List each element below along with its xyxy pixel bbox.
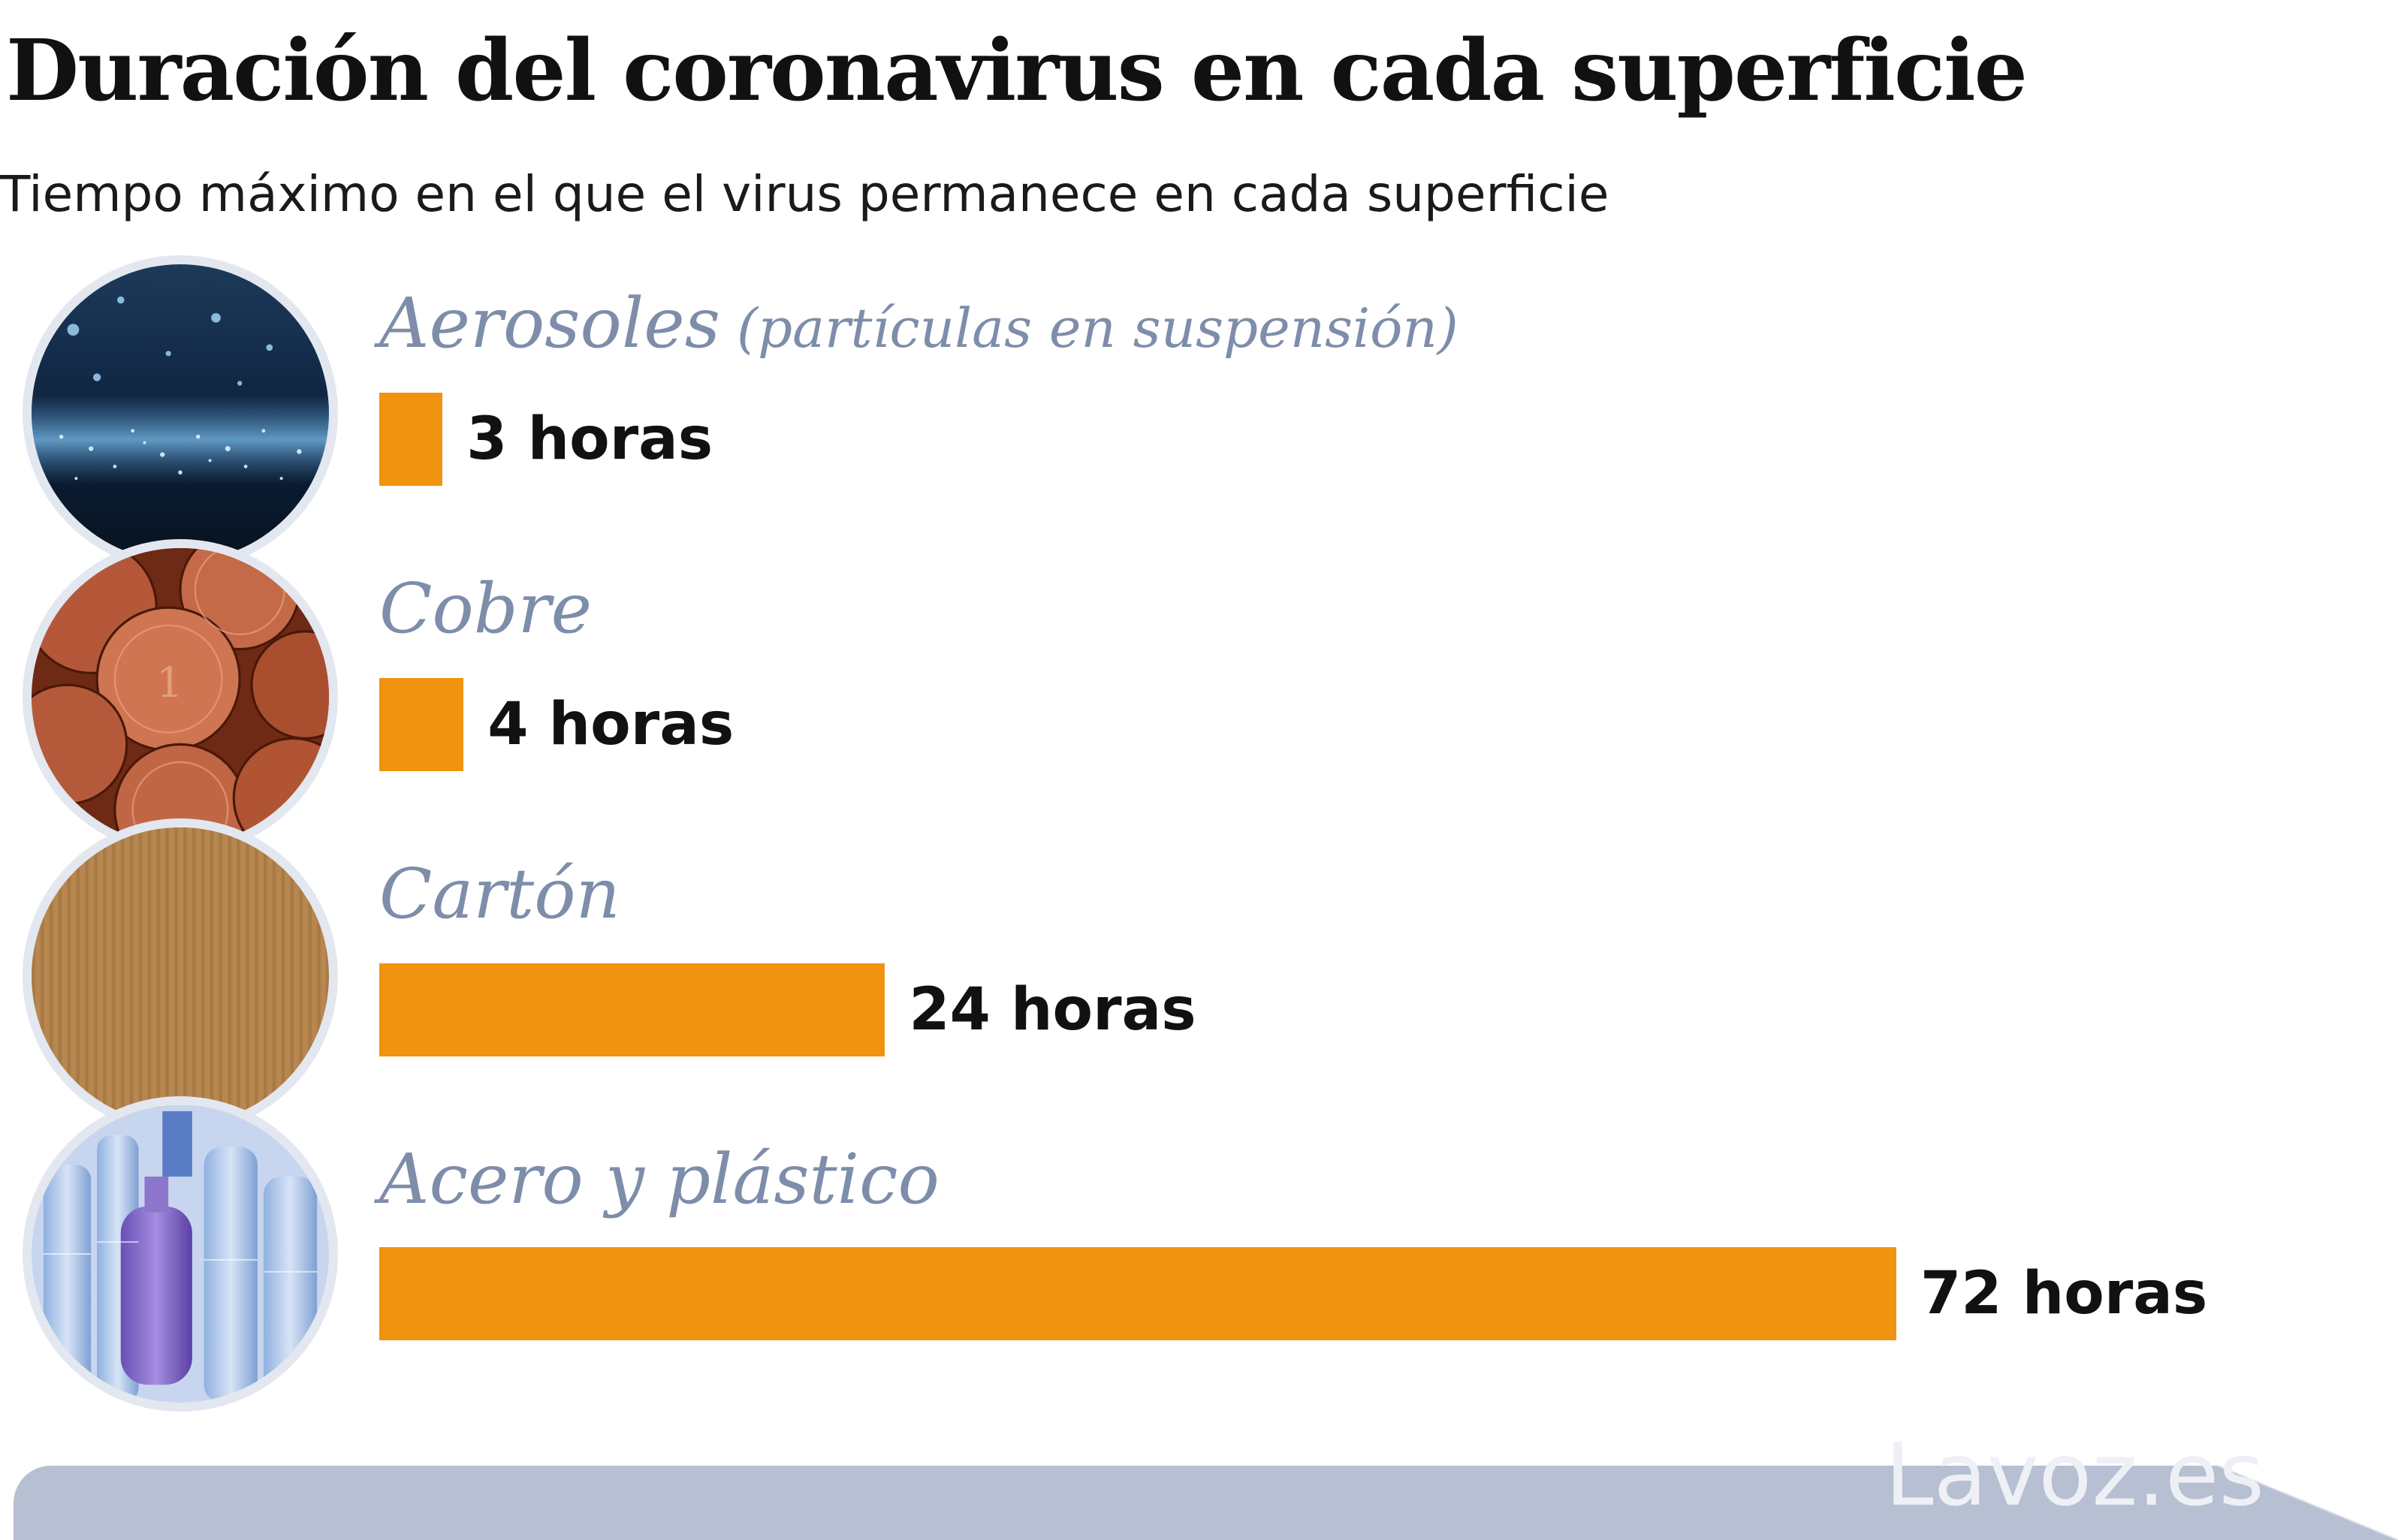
chart-subtitle: Tiempo máximo en el que el virus permane… <box>0 165 1609 223</box>
plastic-bottles-image <box>23 1096 338 1412</box>
value-label-aerosoles: 3 horas <box>466 405 713 473</box>
value-label-cobre: 4 horas <box>487 691 734 758</box>
category-label-cobre: Cobre <box>379 568 592 650</box>
footer-band <box>14 1466 2398 1540</box>
category-note: (partículas en suspensión) <box>736 297 1458 360</box>
category-name: Cobre <box>379 568 593 649</box>
copper-coins-image: 1 <box>23 539 338 854</box>
bar-cobre <box>379 678 464 771</box>
svg-text:1: 1 <box>156 659 182 707</box>
category-name: Aerosoles <box>379 283 720 363</box>
bar-acero-plastico <box>379 1247 1896 1340</box>
category-name: Acero y plástico <box>379 1139 940 1219</box>
category-label-carton: Cartón <box>379 853 620 936</box>
category-name: Cartón <box>379 854 620 934</box>
value-label-acero-plastico: 72 horas <box>1920 1260 2208 1328</box>
category-label-aerosoles: Aerosoles (partículas en suspensión) <box>379 282 1458 369</box>
category-label-acero-plastico: Acero y plástico <box>379 1138 940 1221</box>
value-label-carton: 24 horas <box>909 976 1196 1044</box>
aerosol-particles-image <box>23 255 338 571</box>
brand-logo: Lavoz.es <box>1885 1424 2264 1526</box>
bar-carton <box>379 963 885 1056</box>
chart-title: Duración del coronavirus en cada superfi… <box>6 22 2028 120</box>
cardboard-image <box>23 818 338 1134</box>
footer-corner <box>2218 1466 2398 1540</box>
bar-aerosoles <box>379 393 443 486</box>
